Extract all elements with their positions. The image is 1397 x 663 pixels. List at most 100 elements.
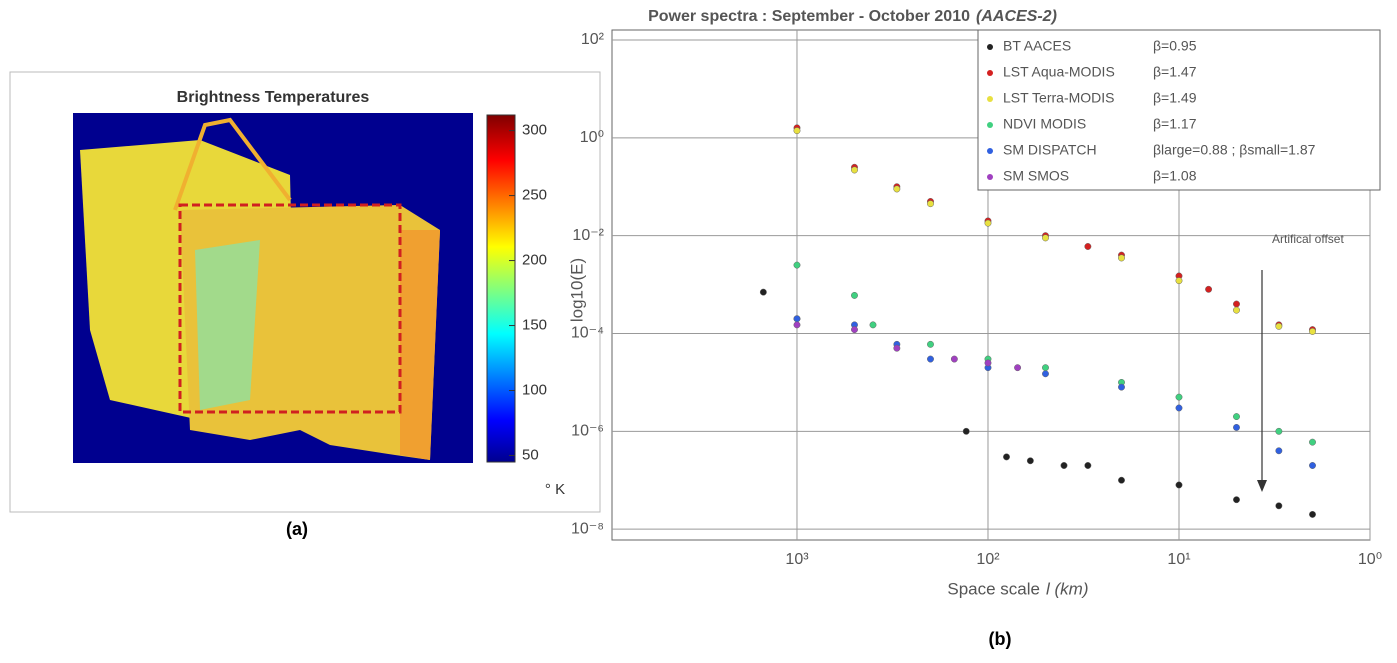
data-point: [1060, 462, 1068, 469]
colorbar-tick-label: 200: [522, 252, 547, 269]
data-point: [1233, 413, 1240, 421]
data-point: [1275, 322, 1283, 330]
colorbar-ticks: 50 100 150 200 250 300: [509, 122, 547, 463]
y-tick-label: 10⁰: [580, 129, 604, 146]
legend-marker: [987, 70, 993, 76]
legend-label: BT AACES: [1003, 38, 1071, 54]
data-point: [1175, 481, 1183, 489]
data-point: [927, 355, 934, 363]
x-axis-label: Space scale: [947, 579, 1040, 598]
data-point: [851, 166, 858, 174]
panel-label: (a): [286, 519, 308, 539]
legend-beta: β=0.95: [1153, 38, 1197, 54]
data-point: [1175, 404, 1183, 412]
legend-beta: β=1.08: [1153, 168, 1197, 184]
data-point: [1309, 328, 1316, 335]
y-tick-label: 10²: [581, 31, 605, 48]
data-point: [927, 200, 934, 208]
legend-label: LST Aqua-MODIS: [1003, 64, 1115, 80]
data-point: [759, 288, 767, 296]
data-point: [1003, 453, 1010, 461]
data-point: [793, 315, 801, 323]
legend-label: SM SMOS: [1003, 168, 1069, 184]
data-point: [1309, 462, 1316, 469]
data-point: [984, 219, 992, 227]
chart-title-italic: (AACES-2): [976, 8, 1057, 25]
chart-title: Power spectra : September - October 2010: [648, 8, 970, 25]
data-point: [1205, 285, 1213, 293]
map-swaths: [80, 117, 440, 460]
data-point: [1309, 438, 1316, 446]
x-tick-label: 10³: [785, 551, 809, 568]
legend-box: [977, 29, 1381, 191]
x-tick-label: 10¹: [1167, 551, 1190, 568]
y-axis-label: log10(E): [567, 258, 586, 322]
data-point: [950, 355, 958, 363]
data-point: [1014, 364, 1022, 372]
data-point: [984, 359, 992, 367]
colorbar-tick-label: 50: [522, 446, 539, 463]
data-point: [1233, 423, 1240, 431]
colorbar-tick-label: 150: [522, 317, 547, 334]
data-point: [1042, 364, 1049, 372]
map-title: Brightness Temperatures: [177, 89, 370, 106]
legend-marker: [987, 96, 993, 102]
data-point: [1084, 243, 1092, 250]
data-point: [1084, 462, 1092, 469]
y-tick-label: 10⁻⁶: [571, 423, 604, 440]
legend-beta: βlarge=0.88 ; βsmall=1.87: [1153, 142, 1316, 158]
legend-marker: [987, 148, 993, 154]
colorbar-tick-label: 300: [522, 122, 547, 139]
data-point: [1309, 510, 1316, 518]
legend-label: SM DISPATCH: [1003, 142, 1097, 158]
data-point: [893, 185, 901, 193]
legend-label: LST Terra-MODIS: [1003, 90, 1115, 106]
annotation: Artifical offset: [1272, 232, 1344, 246]
colorbar: [486, 114, 516, 463]
legend-marker: [987, 174, 993, 180]
x-axis-label-italic: l (km): [1046, 579, 1088, 598]
data-point: [1233, 300, 1240, 308]
y-tick-label: 10⁻⁸: [571, 520, 604, 537]
data-point: [1118, 476, 1125, 484]
legend-label: NDVI MODIS: [1003, 116, 1086, 132]
data-point: [851, 326, 858, 334]
data-point: [927, 340, 934, 348]
data-point: [1275, 427, 1283, 435]
data-point: [1275, 502, 1283, 510]
colorbar-tick-label: 250: [522, 187, 547, 204]
legend-marker: [987, 122, 993, 128]
data-point: [1233, 306, 1240, 314]
data-point: [793, 261, 801, 269]
data-point: [893, 344, 901, 352]
data-point: [1042, 234, 1049, 242]
x-tick-label: 10²: [976, 551, 1000, 568]
colorbar-label: ° K: [545, 481, 565, 498]
data-point: [869, 321, 877, 329]
legend-marker: [987, 44, 993, 50]
x-tick-label: 10⁰: [1358, 551, 1382, 568]
panel-label: (b): [989, 629, 1012, 649]
legend-beta: β=1.47: [1153, 64, 1197, 80]
data-point: [1118, 254, 1125, 262]
data-point: [851, 291, 858, 299]
colorbar-tick-label: 100: [522, 381, 547, 398]
legend-beta: β=1.17: [1153, 116, 1197, 132]
y-tick-label: 10⁻²: [572, 227, 604, 244]
data-point: [793, 127, 801, 135]
data-point: [1175, 393, 1183, 401]
legend-beta: β=1.49: [1153, 90, 1197, 106]
panel-frame: [9, 71, 601, 513]
data-point: [1042, 370, 1049, 378]
data-point: [962, 427, 970, 435]
data-point: [1233, 496, 1240, 504]
data-point: [1175, 277, 1183, 285]
data-point: [1026, 457, 1034, 465]
annotation-arrowhead: [1257, 480, 1267, 492]
y-tick-label: 10⁻⁴: [571, 325, 604, 342]
plot: 10³ 10² 10¹ 10⁰ 10² 10⁰ 10⁻² 10⁻⁴ 10⁻⁶ 10⁻⁸ Artifi…: [571, 29, 1382, 568]
data-point: [1275, 447, 1283, 455]
data-point: [793, 321, 801, 329]
